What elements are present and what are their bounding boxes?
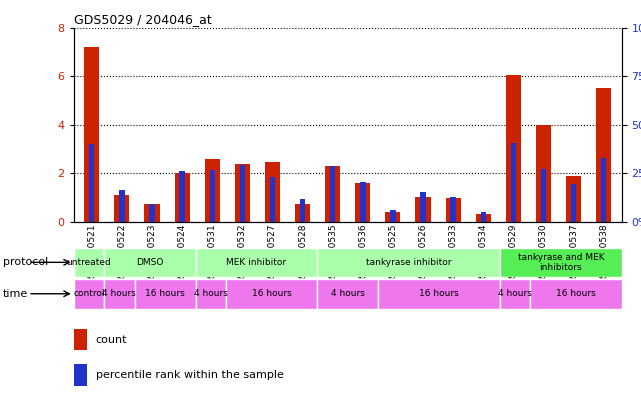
Bar: [174, 173, 190, 222]
Bar: [144, 204, 160, 222]
Bar: [571, 184, 576, 222]
Bar: [204, 159, 220, 222]
Text: 16 hours: 16 hours: [556, 289, 596, 298]
Bar: [355, 183, 370, 222]
Text: time: time: [3, 289, 28, 299]
Text: 4 hours: 4 hours: [331, 289, 365, 298]
Text: DMSO: DMSO: [136, 258, 163, 267]
Bar: [240, 165, 245, 222]
Text: percentile rank within the sample: percentile rank within the sample: [96, 370, 283, 380]
Bar: [536, 125, 551, 222]
Bar: [476, 213, 491, 222]
Bar: [500, 248, 622, 277]
Bar: [511, 143, 516, 222]
Bar: [74, 329, 87, 350]
Bar: [601, 158, 606, 222]
Text: 16 hours: 16 hours: [252, 289, 292, 298]
Bar: [415, 196, 431, 222]
Bar: [330, 166, 335, 222]
Bar: [378, 279, 500, 309]
Text: 16 hours: 16 hours: [145, 289, 185, 298]
Bar: [420, 192, 426, 222]
Bar: [104, 279, 135, 309]
Bar: [196, 248, 317, 277]
Bar: [235, 163, 250, 222]
Text: 4 hours: 4 hours: [498, 289, 532, 298]
Text: 4 hours: 4 hours: [103, 289, 137, 298]
Text: MEK inhibitor: MEK inhibitor: [226, 258, 287, 267]
Bar: [210, 170, 215, 222]
Bar: [295, 204, 310, 222]
Text: tankyrase and MEK
inhibitors: tankyrase and MEK inhibitors: [517, 253, 604, 272]
Bar: [500, 279, 530, 309]
Bar: [74, 364, 87, 386]
Bar: [506, 75, 521, 222]
Text: GDS5029 / 204046_at: GDS5029 / 204046_at: [74, 13, 212, 26]
Bar: [179, 171, 185, 222]
Text: control: control: [73, 289, 104, 298]
Bar: [149, 204, 154, 222]
Text: 4 hours: 4 hours: [194, 289, 228, 298]
Bar: [196, 279, 226, 309]
Bar: [530, 279, 622, 309]
Bar: [74, 279, 104, 309]
Bar: [325, 166, 340, 222]
Bar: [317, 279, 378, 309]
Text: protocol: protocol: [3, 257, 49, 267]
Bar: [135, 279, 196, 309]
Text: untreated: untreated: [67, 258, 112, 267]
Bar: [114, 195, 129, 222]
Bar: [451, 196, 456, 222]
Text: tankyrase inhibitor: tankyrase inhibitor: [366, 258, 451, 267]
Bar: [317, 248, 500, 277]
Bar: [270, 177, 275, 222]
Bar: [596, 88, 612, 222]
Bar: [385, 212, 401, 222]
Bar: [104, 248, 196, 277]
Bar: [445, 198, 461, 222]
Bar: [74, 248, 104, 277]
Text: 16 hours: 16 hours: [419, 289, 459, 298]
Bar: [360, 182, 365, 222]
Bar: [84, 47, 99, 222]
Bar: [541, 169, 546, 222]
Text: count: count: [96, 334, 127, 345]
Bar: [566, 176, 581, 222]
Bar: [119, 191, 124, 222]
Bar: [89, 144, 94, 222]
Bar: [226, 279, 317, 309]
Bar: [265, 162, 280, 222]
Bar: [481, 212, 486, 222]
Bar: [390, 210, 395, 222]
Bar: [300, 199, 305, 222]
